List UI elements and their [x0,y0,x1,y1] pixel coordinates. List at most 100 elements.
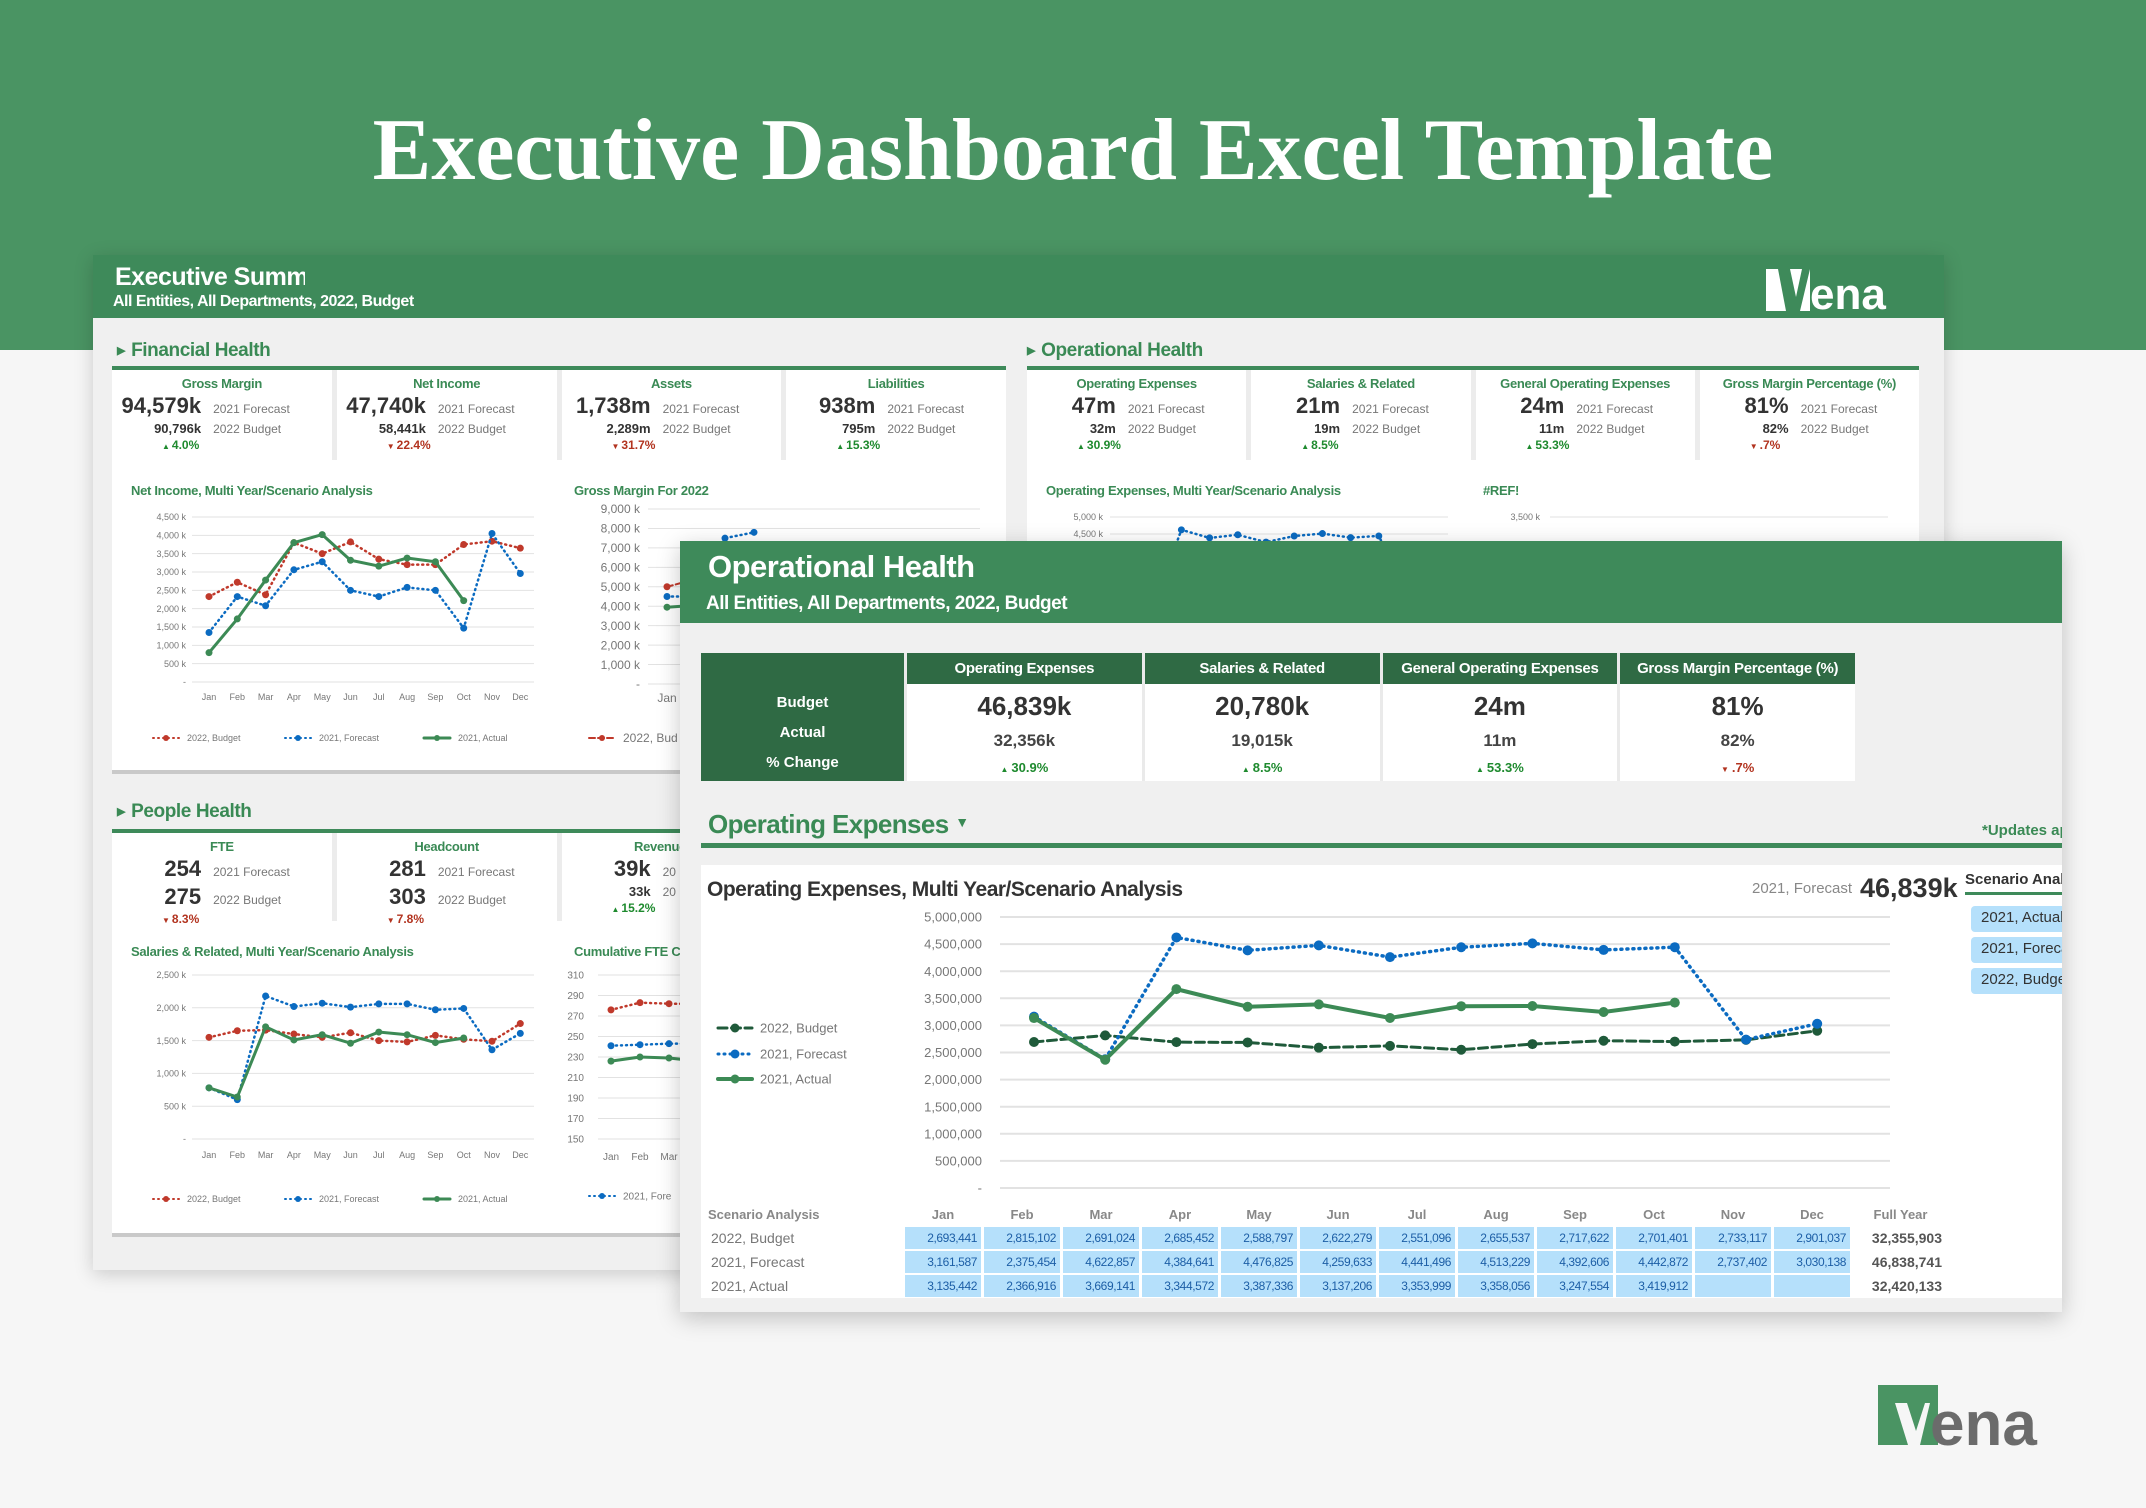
kpi-budget-value: 81% [1711,690,1764,721]
kpi-primary-value: 21m [1296,393,1341,418]
operating-expenses-dropdown[interactable]: Operating Expenses ▼ [708,809,969,840]
data-point [1100,1054,1111,1065]
table-cell[interactable]: 2,622,279 [1300,1227,1376,1249]
x-tick-label: Dec [512,1150,529,1160]
table-cell[interactable]: 3,344,572 [1142,1275,1218,1297]
data-point [1385,952,1395,963]
table-cell[interactable]: 3,030,138 [1774,1251,1850,1273]
table-cell[interactable]: 4,259,633 [1300,1251,1376,1273]
table-cell[interactable] [1774,1275,1850,1297]
table-cell[interactable]: 4,384,641 [1142,1251,1218,1273]
x-tick-label: Jul [373,692,385,702]
table-cell[interactable]: 3,669,141 [1063,1275,1139,1297]
table-cell[interactable]: 2,733,117 [1695,1227,1771,1249]
kpi-primary-row: 24m 2021 Forecast [1476,393,1695,419]
triangle-down-icon: ▼ [1720,764,1729,774]
table-cell[interactable]: 3,137,206 [1300,1275,1376,1297]
data-point [318,1031,326,1039]
table-cell[interactable]: 2,551,096 [1379,1227,1455,1249]
table-cell[interactable]: 2,655,537 [1458,1227,1534,1249]
financial-health-heading[interactable]: ▶ Financial Health [117,340,271,362]
table-cell[interactable] [1695,1275,1771,1297]
y-tick-label: 3,500 k [156,549,186,559]
month-header: Dec [1800,1206,1824,1222]
kpi-primary-label: 2021 Forecast [1800,402,1878,416]
y-tick-label: 4,500 k [156,512,186,522]
table-cell[interactable]: 4,513,229 [1458,1251,1534,1273]
scenario-option-2021-actual[interactable]: 2021, Actual [1971,906,2062,932]
forecast-value: 46,839k [1860,873,1958,903]
kpi-primary-row: 281 2021 Forecast [337,856,557,882]
legend-marker [434,735,440,741]
table-cell[interactable]: 3,387,336 [1221,1275,1297,1297]
month-header: Jan [931,1206,955,1222]
kpi-change: ▲ 53.3% [1476,760,1524,775]
table-cell[interactable]: 4,476,825 [1221,1251,1297,1273]
table-cell[interactable]: 2,737,402 [1695,1251,1771,1273]
table-cell[interactable]: 2,366,916 [984,1275,1060,1297]
divider [112,770,1006,774]
kpi-delta: ▲ 30.9% [1027,438,1246,452]
kpi-secondary-label: 2022 Budget [1800,422,1869,436]
kpi-row-label: Actual [779,723,826,741]
y-tick-label: 190 [567,1094,584,1105]
series-line [609,1042,700,1047]
month-header: Apr [1168,1206,1192,1222]
kpi-primary-row: 47m 2021 Forecast [1027,393,1246,419]
y-tick-label: 210 [567,1073,584,1084]
kpi-delta: ▼ 22.4% [337,438,557,452]
table-cell[interactable]: 4,622,857 [1063,1251,1139,1273]
table-cell[interactable]: 2,588,797 [1221,1227,1297,1249]
data-point [1171,984,1182,995]
scenario-option-2022-budget[interactable]: 2022, Budget [1971,968,2062,994]
y-tick-label: 4,000,000 [924,964,982,979]
kpi-column-header: Salaries & Related [1144,653,1380,684]
table-cell[interactable]: 2,815,102 [984,1227,1060,1249]
section-heading-label: Operating Expenses [708,809,949,839]
table-cell[interactable]: 3,161,587 [905,1251,981,1273]
data-point [1100,1030,1111,1041]
data-point [1242,945,1253,956]
kpi-delta-value: 22.4% [396,438,431,452]
scenario-option-2021-forecast[interactable]: 2021, Forecast [1971,937,2062,963]
legend-label: 2021, Actual [458,1194,508,1204]
main-opex-chart: - 500,000 1,000,000 1,500,000 2,000,000 2,500… [716,910,1890,1196]
y-tick-label: 2,000 k [601,638,641,652]
triangle-up-icon: ▲ [1077,442,1085,451]
table-cell[interactable]: 4,392,606 [1537,1251,1613,1273]
triangle-up-icon: ▲ [1301,442,1310,451]
table-cell[interactable]: 3,419,912 [1616,1275,1692,1297]
table-cell[interactable]: 2,375,454 [984,1251,1060,1273]
row-label: 2021, Actual [704,1275,902,1297]
series-line [1032,935,1819,1062]
data-point [347,586,354,594]
table-cell[interactable]: 2,685,452 [1142,1227,1218,1249]
kpi-primary-row: 254 2021 Forecast [112,856,332,882]
table-cell[interactable]: 2,691,024 [1063,1227,1139,1249]
data-point [607,1006,615,1014]
x-tick-label: May [314,1150,332,1160]
table-cell[interactable]: 3,353,999 [1379,1275,1455,1297]
table-cell[interactable]: 3,135,442 [905,1275,981,1297]
table-cell[interactable]: 4,441,496 [1379,1251,1455,1273]
full-year-header: Full Year [1873,1206,1928,1222]
people-health-heading[interactable]: ▶ People Health [117,801,252,823]
table-cell[interactable]: 3,247,554 [1537,1275,1613,1297]
kpi-delta-value: 15.2% [621,901,656,915]
data-point [375,1028,383,1036]
operational-health-heading[interactable]: ▶ Operational Health [1027,340,1203,362]
people-health-label: People Health [131,801,252,822]
x-tick-label: Oct [457,1150,472,1160]
divider [701,843,2062,848]
data-point [516,569,524,577]
kpi-title: Salaries & Related [1306,376,1415,391]
table-cell[interactable]: 3,358,056 [1458,1275,1534,1297]
table-cell[interactable]: 2,701,401 [1616,1227,1692,1249]
data-point [233,578,241,586]
kpi-secondary-label: 2022 Budget [887,422,956,436]
x-tick-label: Jan [202,1150,217,1160]
table-cell[interactable]: 2,717,622 [1537,1227,1613,1249]
table-cell[interactable]: 4,442,872 [1616,1251,1692,1273]
table-cell[interactable]: 2,901,037 [1774,1227,1850,1249]
table-cell[interactable]: 2,693,441 [905,1227,981,1249]
